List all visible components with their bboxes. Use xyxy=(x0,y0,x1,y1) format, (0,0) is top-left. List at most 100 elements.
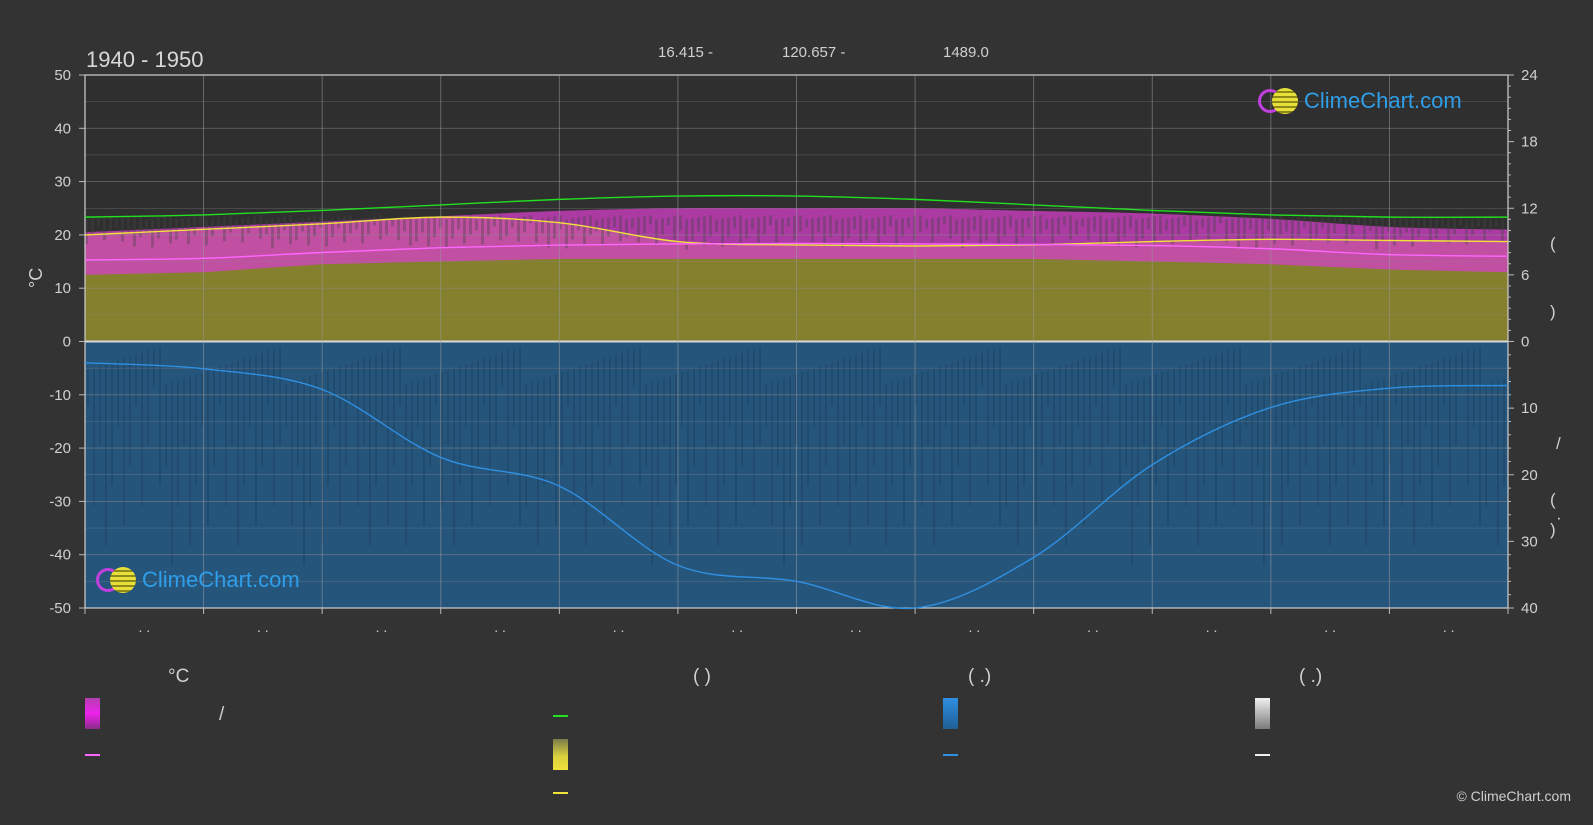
texture-strip xyxy=(349,215,352,234)
texture-strip xyxy=(655,219,658,244)
legend-daylight-heading: ( ) xyxy=(693,666,711,687)
texture-strip xyxy=(1041,372,1043,466)
texture-strip xyxy=(1111,218,1114,233)
right-top-paren-close: ) xyxy=(1550,302,1556,321)
texture-strip xyxy=(799,215,802,232)
texture-strip xyxy=(1273,216,1276,245)
texture-strip xyxy=(765,384,767,426)
texture-strip xyxy=(319,215,322,228)
texture-strip xyxy=(981,352,983,386)
texture-strip xyxy=(1377,380,1379,426)
texture-strip xyxy=(1483,216,1486,241)
texture-strip xyxy=(1143,378,1145,446)
logo-top[interactable]: ClimeChart.com xyxy=(1258,88,1462,114)
texture-strip xyxy=(313,216,316,237)
texture-strip xyxy=(369,356,371,546)
left-tick-label: 0 xyxy=(63,334,71,351)
texture-strip xyxy=(729,356,731,426)
texture-strip xyxy=(1429,215,1432,243)
texture-strip xyxy=(487,217,490,236)
month-tick-label: . . xyxy=(138,619,150,635)
texture-strip xyxy=(723,358,725,486)
texture-strip xyxy=(1225,219,1228,243)
texture-strip xyxy=(1467,350,1469,486)
texture-strip xyxy=(453,368,455,546)
texture-strip xyxy=(1387,217,1390,232)
texture-strip xyxy=(87,370,89,406)
texture-strip xyxy=(925,219,928,229)
texture-strip xyxy=(783,378,785,566)
texture-strip xyxy=(1017,380,1019,546)
texture-strip xyxy=(1179,366,1181,406)
texture-strip xyxy=(1419,366,1421,486)
texture-strip xyxy=(1161,372,1163,426)
right-bottom-paren-close: ) xyxy=(1550,520,1556,539)
texture-strip xyxy=(1471,218,1474,236)
texture-strip xyxy=(153,348,155,386)
texture-strip xyxy=(529,215,532,224)
texture-strip xyxy=(387,350,389,526)
texture-strip xyxy=(213,368,215,466)
texture-strip xyxy=(309,376,311,506)
texture-strip xyxy=(1473,348,1475,426)
texture-strip xyxy=(565,219,568,249)
texture-strip xyxy=(189,376,191,546)
texture-strip xyxy=(379,215,382,240)
texture-strip xyxy=(895,219,898,246)
texture-strip xyxy=(861,352,863,426)
texture-strip xyxy=(219,366,221,406)
texture-strip xyxy=(1011,382,1013,446)
texture-strip xyxy=(1147,217,1150,230)
left-tick-label: 10 xyxy=(54,280,71,297)
texture-strip xyxy=(777,380,779,466)
texture-strip xyxy=(1201,218,1204,228)
texture-strip xyxy=(1359,346,1361,406)
texture-strip xyxy=(763,216,766,235)
texture-strip xyxy=(591,362,593,486)
texture-strip xyxy=(1177,217,1180,236)
texture-strip xyxy=(751,218,754,230)
texture-strip xyxy=(181,218,184,231)
texture-strip xyxy=(775,219,778,245)
texture-strip xyxy=(637,217,640,243)
texture-strip xyxy=(771,382,773,526)
texture-strip xyxy=(619,215,622,242)
texture-strip xyxy=(897,380,899,426)
texture-strip xyxy=(1219,215,1222,224)
texture-strip xyxy=(621,352,623,506)
texture-strip xyxy=(279,346,281,446)
texture-strip xyxy=(1185,364,1187,506)
texture-strip xyxy=(1065,364,1067,546)
texture-strip xyxy=(457,217,460,230)
texture-strip xyxy=(547,217,550,248)
texture-strip xyxy=(697,217,700,232)
texture-strip xyxy=(1089,356,1091,466)
texture-strip xyxy=(877,217,880,245)
texture-strip xyxy=(285,384,287,426)
texture-strip xyxy=(915,374,917,406)
texture-strip xyxy=(1435,219,1438,239)
texture-strip xyxy=(1203,358,1205,486)
logo-bottom[interactable]: ClimeChart.com xyxy=(96,567,300,593)
texture-strip xyxy=(1071,362,1073,486)
texture-strip xyxy=(291,382,293,526)
logo-text: ClimeChart.com xyxy=(1304,88,1462,113)
texture-strip xyxy=(691,218,694,241)
texture-strip xyxy=(661,218,664,235)
texture-strip xyxy=(703,216,706,246)
texture-strip xyxy=(295,219,298,241)
texture-strip xyxy=(573,368,575,506)
texture-strip xyxy=(1101,352,1103,506)
texture-strip xyxy=(1263,378,1265,566)
texture-strip xyxy=(1039,215,1042,234)
texture-strip xyxy=(1311,362,1313,406)
legend-temp-range-swatch xyxy=(85,698,100,729)
texture-strip xyxy=(907,217,910,228)
texture-strip xyxy=(1465,219,1468,245)
texture-strip xyxy=(105,364,107,546)
legend-snow-heading: ( .) xyxy=(1299,666,1323,687)
texture-strip xyxy=(1503,378,1505,486)
left-tick-label: -30 xyxy=(49,493,71,510)
texture-strip xyxy=(1059,366,1061,446)
texture-strip xyxy=(255,354,257,526)
